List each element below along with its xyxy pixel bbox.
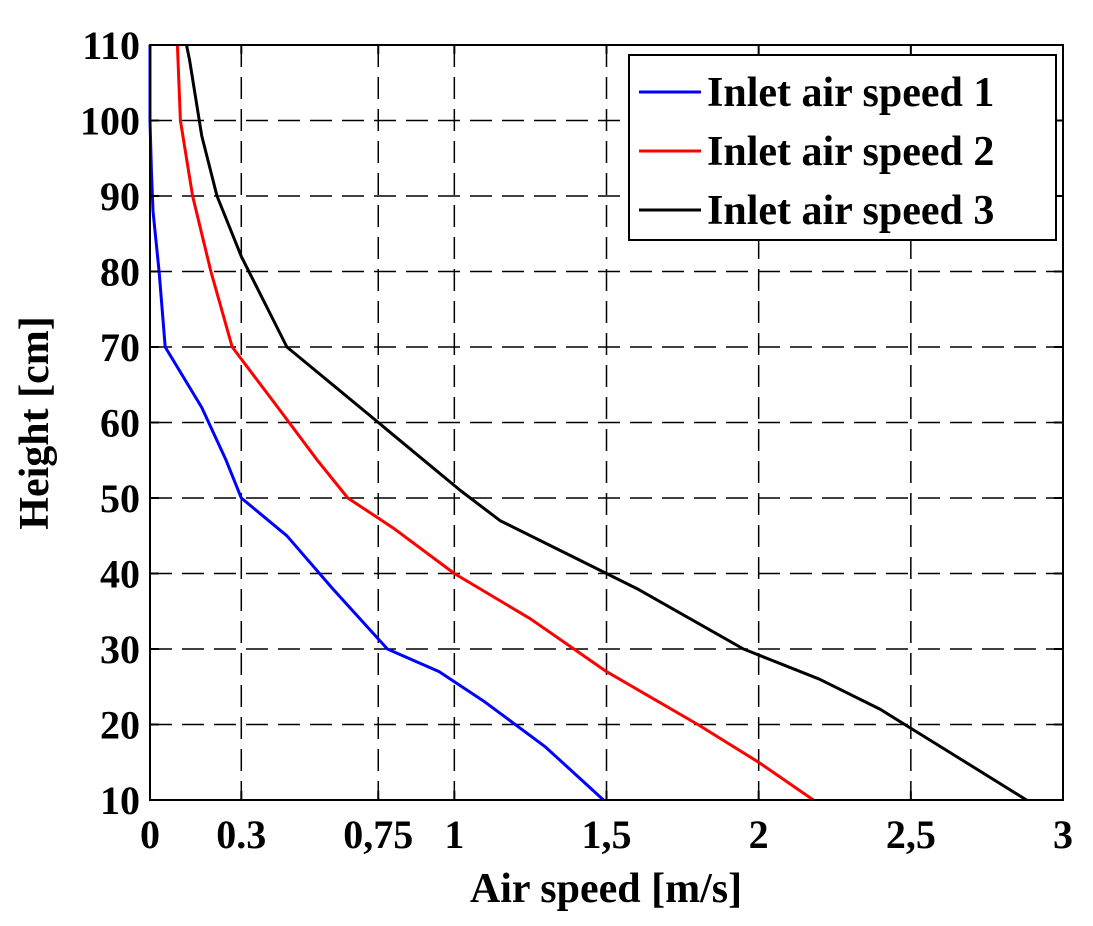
x-tick-label: 0.3 [216, 812, 266, 857]
y-tick-label: 20 [100, 703, 140, 748]
series-line-3 [185, 44, 1028, 802]
y-axis-label: Height [cm] [12, 316, 58, 529]
y-tick-label: 40 [100, 552, 140, 597]
x-tick-label: 3 [1053, 812, 1073, 857]
y-tick-label: 10 [100, 778, 140, 823]
series-lines [148, 44, 1028, 802]
x-tick-label: 2,5 [886, 812, 936, 857]
y-tick-label: 60 [100, 401, 140, 446]
x-axis-label: Air speed [m/s] [470, 866, 742, 912]
x-tick-label: 0 [140, 812, 160, 857]
y-tick-label: 50 [100, 476, 140, 521]
x-tick-label: 0,75 [343, 812, 413, 857]
x-tick-label: 1,5 [582, 812, 632, 857]
y-tick-label: 90 [100, 174, 140, 219]
x-tick-label: 2 [749, 812, 769, 857]
x-tick-labels: 0 0.3 0,75 1 1,5 2 2,5 3 [140, 812, 1073, 857]
legend-label-3: Inlet air speed 3 [707, 188, 994, 234]
y-tick-label: 70 [100, 325, 140, 370]
legend-label-2: Inlet air speed 2 [707, 129, 994, 175]
series-line-1 [148, 45, 605, 802]
y-tick-label: 30 [100, 627, 140, 672]
y-tick-label: 80 [100, 250, 140, 295]
series-line-2 [175, 44, 815, 802]
y-tick-label: 100 [80, 99, 140, 144]
axis-ticks [149, 44, 1064, 801]
legend: Inlet air speed 1 Inlet air speed 2 Inlet … [628, 54, 1057, 241]
x-tick-label: 1 [444, 812, 464, 857]
legend-label-1: Inlet air speed 1 [707, 70, 994, 116]
y-tick-label: 110 [82, 23, 140, 68]
y-tick-labels: 10 20 30 40 50 60 70 80 90 100 110 [80, 23, 140, 823]
